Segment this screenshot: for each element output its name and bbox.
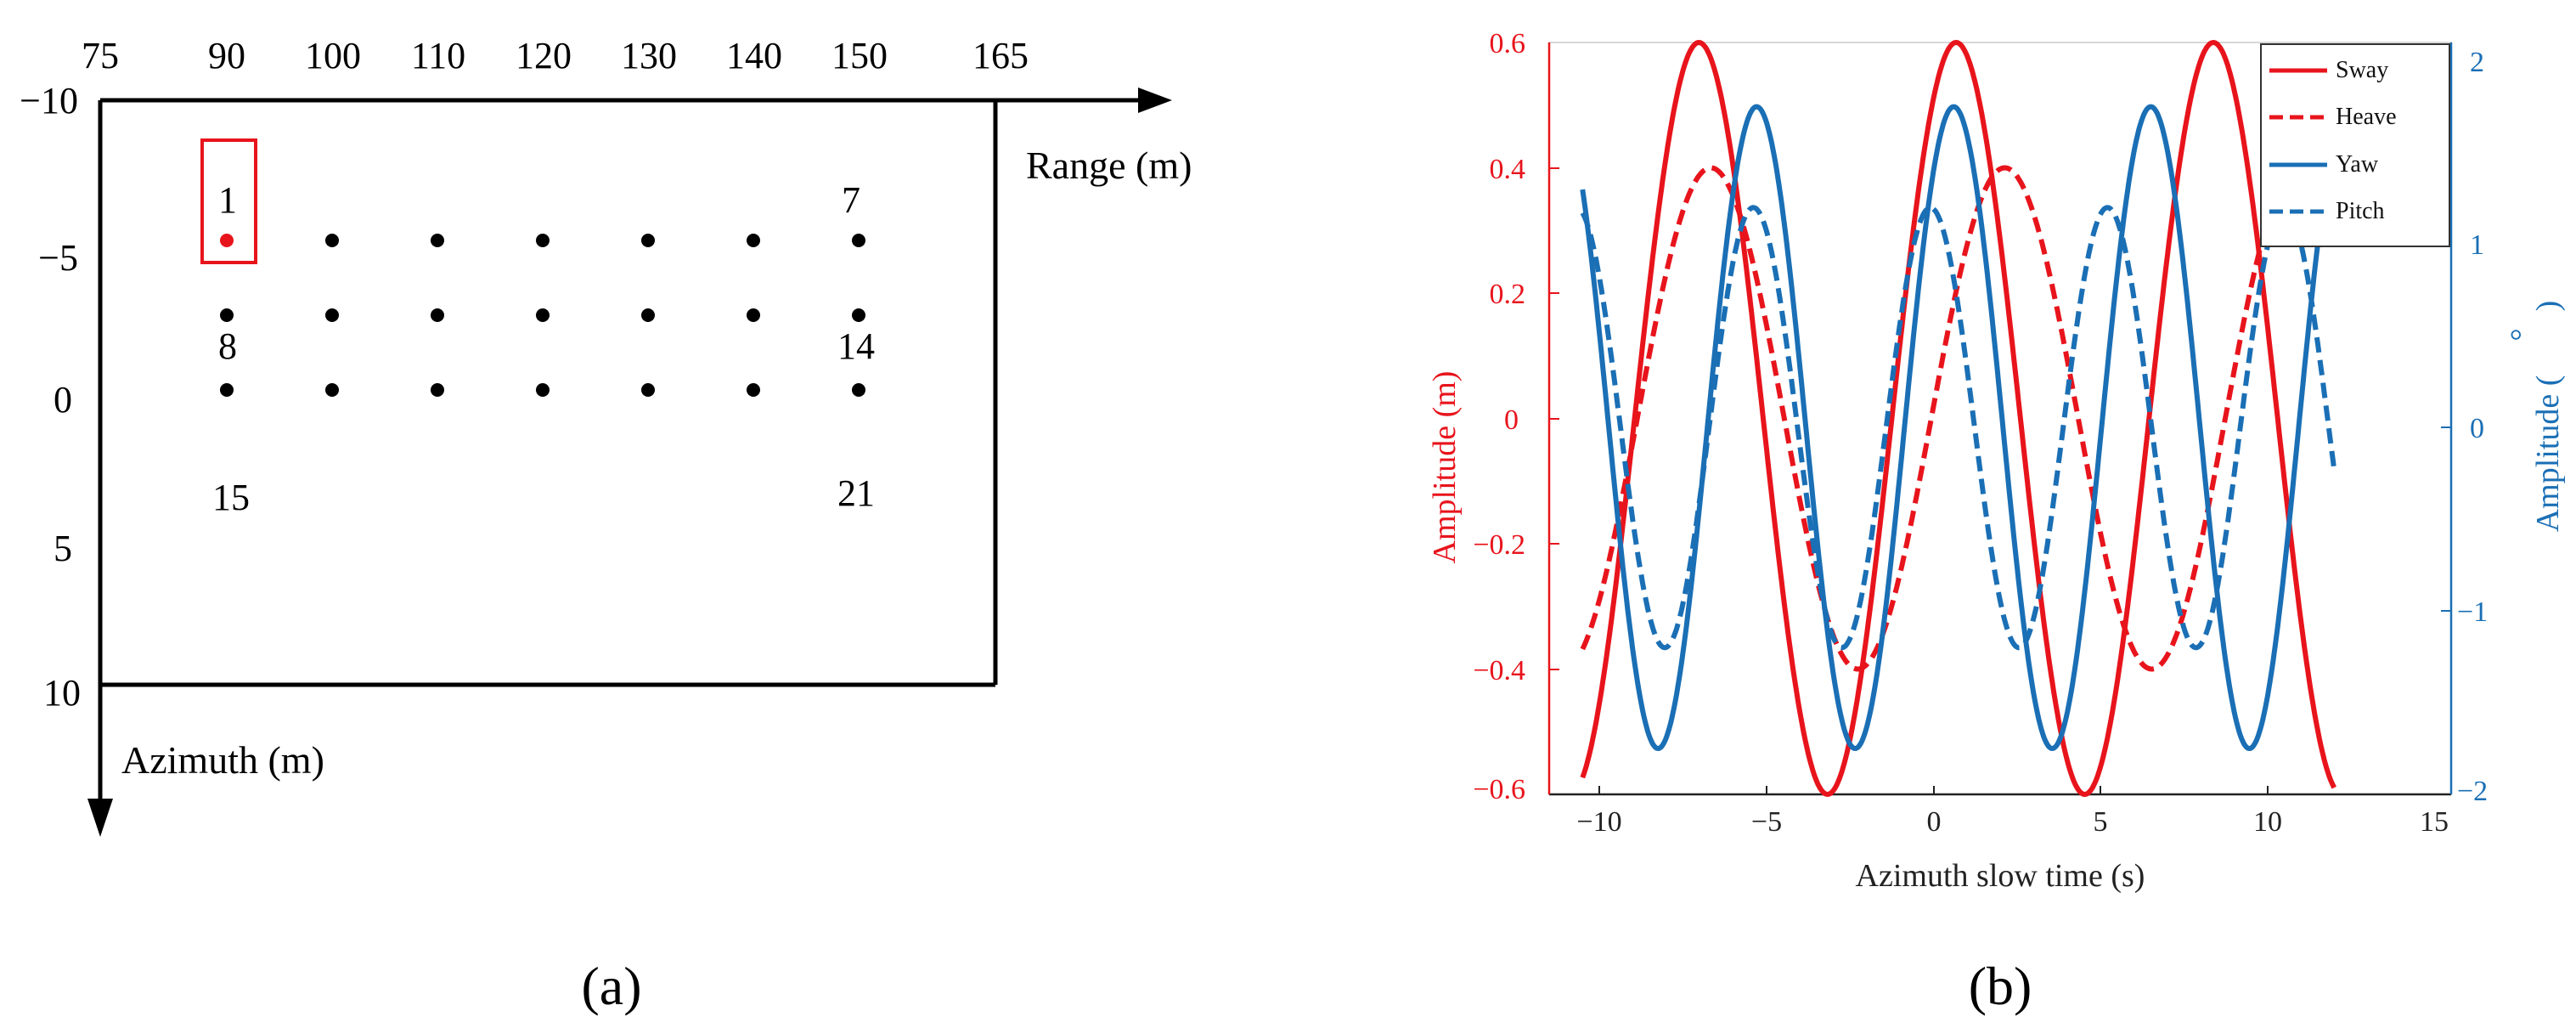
right-axis-title-prefix: Amplitude (	[2530, 376, 2566, 533]
target-point-18	[536, 383, 550, 397]
x-axis-title: Azimuth slow time (s)	[1856, 858, 2145, 894]
target-point-12	[641, 308, 655, 322]
left-tick-label: 0	[1504, 404, 1519, 436]
target-point-3	[431, 234, 444, 247]
right-axis-title-degree: °	[2505, 328, 2540, 341]
range-tick-label: 165	[972, 35, 1029, 76]
series-line-sway	[1580, 39, 2336, 798]
target-point-19	[641, 383, 655, 397]
left-axis-title: Amplitude (m)	[1427, 371, 1463, 564]
target-point-21	[852, 383, 865, 397]
target-point-7	[852, 234, 865, 247]
azimuth-tick-label: 5	[54, 528, 72, 569]
legend-label-sway: Sway	[2336, 57, 2388, 83]
target-point-1	[220, 234, 234, 247]
point-label: 7	[842, 179, 860, 221]
legend-label-yaw: Yaw	[2336, 151, 2379, 178]
azimuth-tick-label: 0	[54, 379, 72, 421]
right-tick-label: −2	[2457, 776, 2488, 807]
series-layer	[1580, 39, 2337, 798]
azimuth-tick-label: −5	[38, 237, 78, 279]
left-tick-label: 0.2	[1490, 279, 1526, 310]
range-tick-label: 150	[831, 35, 888, 76]
right-axis-title-suffix: )	[2530, 301, 2566, 312]
azimuth-tick-label: −10	[20, 80, 78, 121]
range-tick-label: 90	[208, 35, 245, 76]
right-tick-label: 1	[2470, 229, 2484, 261]
range-tick-label: 130	[621, 35, 677, 76]
target-point-11	[536, 308, 550, 322]
x-tick-label: −10	[1576, 806, 1621, 838]
range-tick-label: 100	[305, 35, 361, 76]
azimuth-axis-title: Azimuth (m)	[121, 738, 324, 782]
x-tick-label: −5	[1751, 806, 1782, 838]
range-axis-arrowhead	[1138, 88, 1172, 113]
legend-label-pitch: Pitch	[2336, 198, 2385, 224]
series-line-yaw	[1580, 104, 2337, 752]
left-tick-label: −0.6	[1473, 774, 1525, 805]
right-tick-label: −1	[2457, 596, 2488, 628]
target-point-17	[431, 383, 444, 397]
series-line-heave	[1580, 165, 2337, 672]
right-tick-label: 2	[2470, 47, 2484, 78]
range-axis-title: Range (m)	[1026, 144, 1192, 187]
range-tick-label: 75	[82, 35, 119, 76]
point-label: 15	[212, 477, 250, 518]
point-label: 14	[837, 325, 875, 367]
left-tick-label: 0.4	[1490, 154, 1526, 185]
series-line-pitch	[1580, 205, 2337, 651]
left-tick-label: −0.4	[1473, 655, 1525, 686]
range-tick-label: 120	[516, 35, 572, 76]
panel-b-motion-errors: −10 −5 0 5 10 15 0.6 0.4 0.2 0 −0.2 −0.4…	[1427, 28, 2566, 1016]
range-tick-label: 140	[726, 35, 782, 76]
azimuth-tick-label: 10	[43, 672, 81, 714]
target-point-15	[220, 383, 234, 397]
target-point-13	[747, 308, 760, 322]
target-point-8	[220, 308, 234, 322]
target-point-20	[747, 383, 760, 397]
point-label: 1	[218, 179, 237, 221]
target-point-2	[325, 234, 339, 247]
target-point-10	[431, 308, 444, 322]
range-tick-label: 110	[411, 35, 465, 76]
target-point-9	[325, 308, 339, 322]
panel-a-scene-layout: 75 90 100 110 120 130 140 150 165 −10 −5…	[20, 35, 1192, 1016]
left-tick-label: 0.6	[1490, 28, 1526, 59]
panel-a-label: (a)	[581, 956, 641, 1016]
left-tick-label: −0.2	[1473, 529, 1525, 561]
right-tick-label: 0	[2470, 413, 2484, 444]
target-point-14	[852, 308, 865, 322]
legend: Sway Heave Yaw Pitch	[2260, 43, 2450, 247]
target-point-6	[747, 234, 760, 247]
right-axis-title: Amplitude ( °)	[2505, 301, 2566, 533]
target-points	[220, 234, 865, 397]
x-tick-label: 10	[2253, 806, 2282, 838]
x-tick-label: 15	[2420, 806, 2449, 838]
target-point-4	[536, 234, 550, 247]
x-tick-label: 5	[2094, 806, 2108, 838]
x-tick-label: 0	[1927, 806, 1942, 838]
target-point-16	[325, 383, 339, 397]
target-1-highlight-box	[200, 138, 257, 264]
target-point-5	[641, 234, 655, 247]
point-label: 21	[837, 472, 875, 514]
azimuth-axis-arrowhead	[87, 799, 113, 837]
panel-b-label: (b)	[1969, 956, 2032, 1016]
point-label: 8	[218, 325, 237, 367]
legend-label-heave: Heave	[2336, 104, 2397, 130]
